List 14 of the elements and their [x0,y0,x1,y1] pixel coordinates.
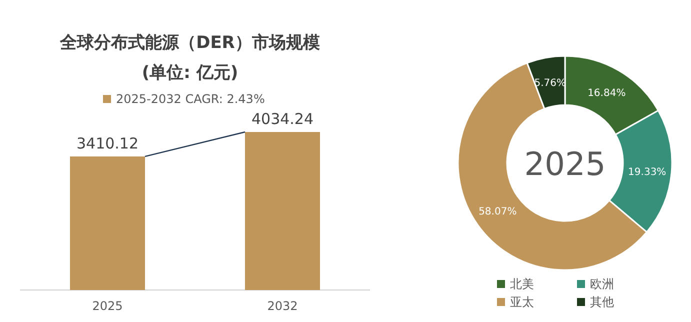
x-tick-label: 2032 [267,299,298,313]
chart-subtitle: (单位: 亿元) [142,63,238,83]
legend-label: 其他 [590,295,614,309]
data-label: 4034.24 [251,110,314,128]
legend-label: 欧洲 [590,277,614,291]
data-label: 58.07% [478,206,517,218]
data-label: 19.33% [628,166,666,178]
text: 2025 [524,145,606,183]
data-label: 16.84% [588,88,626,99]
legend-label: 2025-2032 CAGR: 2.43% [116,92,265,106]
data-label: 3410.12 [76,134,139,152]
legend-label: 北美 [510,277,534,291]
legend-label: 亚太 [510,295,534,309]
chart-title: 全球分布式能源（DER）市场规模 [59,33,320,53]
